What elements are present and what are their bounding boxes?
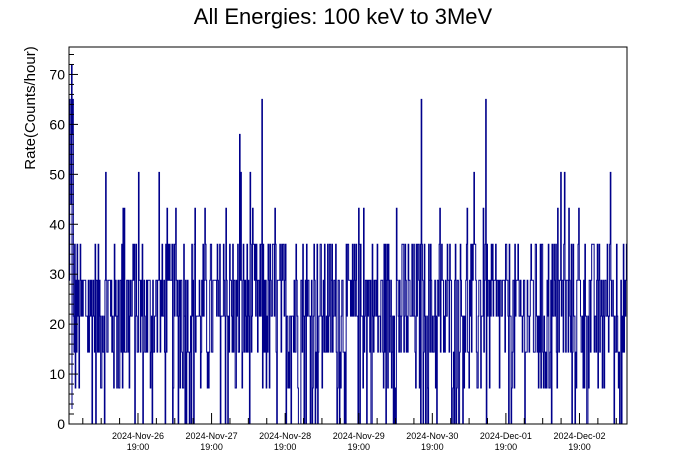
plot-frame [68,46,628,425]
y-tick-label: 70 [49,66,65,82]
x-tick-time: 19:00 [495,442,518,452]
chart-title: All Energies: 100 keV to 3MeV [194,4,493,29]
y-tick-label: 40 [49,216,65,232]
y-tick-label: 30 [49,266,65,282]
x-tick-date: 2024-Dec-02 [553,431,605,441]
x-tick-date: 2024-Dec-01 [480,431,532,441]
y-tick-label: 20 [49,316,65,332]
x-tick-date: 2024-Nov-29 [333,431,385,441]
x-tick-time: 19:00 [568,442,591,452]
y-tick-label: 10 [49,366,65,382]
y-tick-label: 50 [49,166,65,182]
x-tick-time: 19:00 [347,442,370,452]
y-axis: 0 10 20 30 40 50 60 70 [49,53,78,432]
x-tick-date: 2024-Nov-27 [186,431,238,441]
y-tick-label: 0 [57,416,65,432]
x-tick-date: 2024-Nov-26 [112,431,164,441]
x-tick-time: 19:00 [274,442,297,452]
x-tick-date: 2024-Nov-28 [259,431,311,441]
y-axis-label: Rate(Counts/hour) [22,46,39,169]
data-series [68,63,627,425]
x-tick-time: 19:00 [421,442,444,452]
x-tick-date: 2024-Nov-30 [406,431,458,441]
x-axis: 2024-Nov-2619:002024-Nov-2719:002024-Nov… [82,413,617,452]
x-tick-time: 19:00 [127,442,150,452]
x-tick-time: 19:00 [200,442,223,452]
series-line [68,63,627,425]
y-tick-label: 60 [49,116,65,132]
